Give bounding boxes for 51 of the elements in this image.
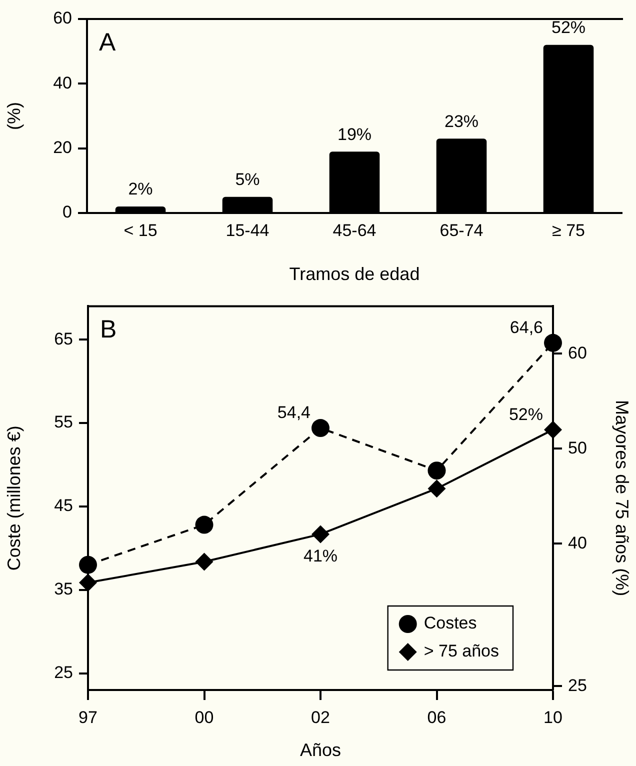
y2-tick-label: 40 [568, 533, 587, 552]
data-label: 64,6 [510, 318, 543, 338]
y-tick-label: 25 [54, 663, 73, 682]
point [312, 419, 330, 438]
legend-label: > 75 años [424, 642, 500, 661]
annotation: B [100, 316, 117, 344]
y-axis-title: Coste (millones €) [4, 426, 24, 571]
point [79, 556, 97, 574]
y-tick-label: 45 [54, 496, 73, 516]
point [428, 480, 446, 498]
x-tick-label: 65-74 [440, 220, 484, 240]
y-tick-label: 55 [54, 412, 73, 432]
y-tick-label: 40 [53, 73, 72, 92]
data-label: 41% [303, 546, 338, 566]
y2-tick-label: 60 [568, 343, 587, 362]
data-label: 23% [444, 112, 479, 131]
point [195, 516, 214, 534]
point [312, 525, 330, 544]
y2-tick-label: 25 [568, 676, 587, 695]
x-axis-title: Años [300, 740, 342, 760]
data-label: 5% [235, 170, 260, 190]
x-tick-label: 15-44 [226, 220, 270, 240]
y-tick-label: 20 [53, 138, 72, 158]
y-tick-label: 0 [62, 202, 72, 222]
data-label: 2% [128, 180, 153, 199]
x-tick-label: 06 [427, 708, 446, 727]
y2-axis-title: Mayores de 75 años (%) [612, 400, 632, 596]
point [544, 420, 562, 439]
data-label: 52% [508, 404, 543, 424]
point [195, 552, 214, 571]
x-tick-label: 10 [544, 708, 562, 727]
legend-label: Costes [424, 614, 477, 633]
x-tick-label: 45-64 [332, 220, 376, 240]
point [428, 462, 446, 480]
y-tick-label: 35 [54, 580, 73, 599]
point [544, 334, 562, 352]
x-tick-label: 97 [78, 708, 98, 727]
y-axis-title: (%) [4, 102, 24, 130]
x-tick-label: 00 [194, 708, 214, 727]
x-tick-label: ≥ 75 [552, 220, 585, 240]
data-label: 52% [551, 18, 586, 38]
x-tick-label: < 15 [124, 220, 158, 240]
x-axis-title: Tramos de edad [289, 264, 420, 284]
y2-tick-label: 50 [568, 438, 587, 458]
annotation: A [99, 28, 116, 56]
point [79, 574, 97, 592]
data-label: 19% [337, 124, 372, 144]
data-label: 54,4 [277, 403, 310, 422]
y-tick-label: 65 [54, 329, 73, 348]
x-tick-label: 02 [311, 708, 330, 727]
y-tick-label: 60 [53, 8, 72, 28]
